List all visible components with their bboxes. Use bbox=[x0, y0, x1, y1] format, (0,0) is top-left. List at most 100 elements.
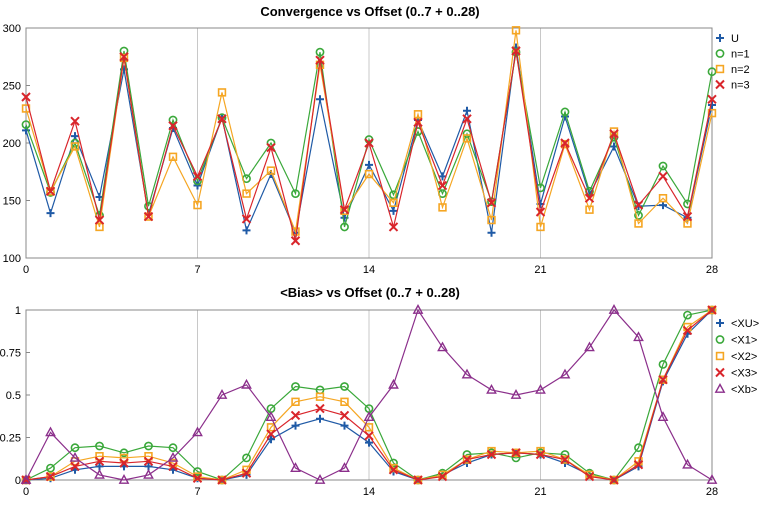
convergence-data-point bbox=[536, 222, 545, 232]
bias-data-point bbox=[535, 383, 546, 394]
bias-xtick-label: 7 bbox=[194, 486, 200, 498]
convergence-data-point bbox=[487, 197, 496, 207]
bias-data-point bbox=[119, 448, 129, 458]
bias-data-point bbox=[658, 374, 668, 385]
convergence-data-point bbox=[94, 215, 105, 225]
convergence-data-point bbox=[70, 142, 80, 151]
convergence-data-point bbox=[119, 53, 129, 63]
convergence-ytick-label: 100 bbox=[3, 253, 21, 265]
bias-data-point bbox=[511, 453, 521, 463]
convergence-chart-title: Convergence vs Offset (0..7 + 0..28) bbox=[260, 4, 479, 19]
convergence-data-point bbox=[266, 142, 276, 153]
bias-xtick-label: 0 bbox=[23, 486, 29, 498]
convergence-legend-label: n=3 bbox=[731, 80, 750, 92]
bias-data-point bbox=[265, 411, 277, 421]
bias-data-point bbox=[412, 304, 424, 314]
bias-legend-label: <X3> bbox=[731, 368, 757, 380]
convergence-data-point bbox=[682, 211, 693, 222]
bias-data-point bbox=[437, 471, 448, 482]
bias-data-point bbox=[486, 449, 497, 460]
bias-series-3 bbox=[21, 305, 717, 485]
bias-data-point bbox=[658, 375, 668, 384]
convergence-legend-marker bbox=[715, 79, 725, 90]
bias-data-point bbox=[290, 462, 301, 472]
bias-data-point bbox=[70, 443, 80, 453]
bias-data-point bbox=[168, 461, 178, 472]
bias-data-point bbox=[706, 474, 718, 484]
convergence-data-point bbox=[241, 214, 252, 224]
bias-data-point bbox=[94, 468, 105, 479]
bias-data-point bbox=[461, 368, 473, 379]
convergence-legend-marker bbox=[715, 49, 725, 58]
convergence-legend-label: n=2 bbox=[731, 64, 750, 76]
bias-data-point bbox=[658, 359, 668, 369]
bias-ytick-label: 0 bbox=[15, 475, 21, 487]
bias-data-point bbox=[143, 468, 154, 479]
bias-data-point bbox=[707, 305, 717, 315]
convergence-series-3 bbox=[21, 46, 717, 246]
convergence-legend-marker bbox=[715, 64, 725, 74]
convergence-data-point bbox=[462, 114, 472, 124]
convergence-data-point bbox=[364, 138, 374, 148]
bias-data-point bbox=[609, 475, 619, 485]
bias-data-point bbox=[45, 426, 56, 437]
bias-data-point bbox=[608, 304, 620, 314]
bias-data-point bbox=[339, 410, 350, 421]
convergence-data-point bbox=[168, 121, 178, 131]
bias-data-point bbox=[95, 441, 104, 451]
bias-data-point bbox=[683, 310, 692, 320]
bias-data-point bbox=[707, 305, 717, 315]
convergence-data-point bbox=[70, 116, 80, 126]
bias-data-point bbox=[241, 378, 252, 389]
convergence-data-point bbox=[413, 110, 423, 119]
convergence-legend-label: U bbox=[731, 33, 739, 45]
bias-data-point bbox=[192, 473, 203, 484]
convergence-chart: Convergence vs Offset (0..7 + 0..28) 100… bbox=[3, 4, 750, 276]
bias-data-point bbox=[216, 389, 228, 399]
bias-legend-label: <X2> bbox=[731, 351, 757, 363]
convergence-data-point bbox=[511, 26, 521, 35]
convergence-data-point bbox=[365, 160, 373, 169]
bias-data-point bbox=[291, 397, 300, 406]
convergence-data-point bbox=[437, 180, 448, 191]
convergence-data-point bbox=[683, 219, 692, 228]
convergence-data-point bbox=[634, 211, 643, 220]
bias-data-point bbox=[584, 341, 595, 352]
bias-data-point bbox=[682, 458, 693, 469]
bias-data-point bbox=[193, 467, 202, 476]
bias-data-point bbox=[119, 453, 129, 463]
bias-data-point bbox=[192, 426, 203, 437]
bias-data-point bbox=[364, 431, 374, 441]
convergence-data-point bbox=[46, 187, 55, 196]
convergence-data-point bbox=[389, 198, 398, 207]
convergence-data-point bbox=[511, 47, 521, 57]
bias-xtick-label: 14 bbox=[363, 486, 375, 498]
convergence-legend-marker bbox=[716, 34, 724, 42]
bias-data-point bbox=[70, 461, 80, 472]
bias-data-point bbox=[511, 448, 521, 458]
bias-data-point bbox=[119, 458, 129, 468]
bias-data-point bbox=[584, 471, 595, 482]
bias-data-point bbox=[20, 474, 32, 484]
convergence-data-point bbox=[486, 198, 497, 208]
convergence-data-point bbox=[609, 129, 619, 139]
convergence-data-point bbox=[119, 52, 129, 62]
convergence-data-point bbox=[462, 134, 472, 143]
bias-data-point bbox=[486, 383, 497, 394]
bias-data-point bbox=[364, 423, 374, 432]
bias-data-point bbox=[657, 411, 669, 421]
bias-data-point bbox=[266, 423, 276, 432]
convergence-ytick-label: 150 bbox=[3, 196, 21, 208]
bias-series-line bbox=[25, 309, 713, 481]
bias-data-point bbox=[682, 325, 693, 336]
bias-data-point bbox=[560, 455, 570, 464]
convergence-data-point bbox=[315, 55, 325, 65]
bias-ytick-label: 0.25 bbox=[0, 433, 21, 445]
convergence-data-point bbox=[413, 117, 423, 128]
convergence-data-point bbox=[364, 169, 374, 179]
convergence-data-point bbox=[389, 206, 398, 215]
convergence-data-point bbox=[585, 205, 594, 214]
bias-xtick-label: 21 bbox=[534, 486, 546, 498]
bias-data-point bbox=[560, 454, 570, 465]
